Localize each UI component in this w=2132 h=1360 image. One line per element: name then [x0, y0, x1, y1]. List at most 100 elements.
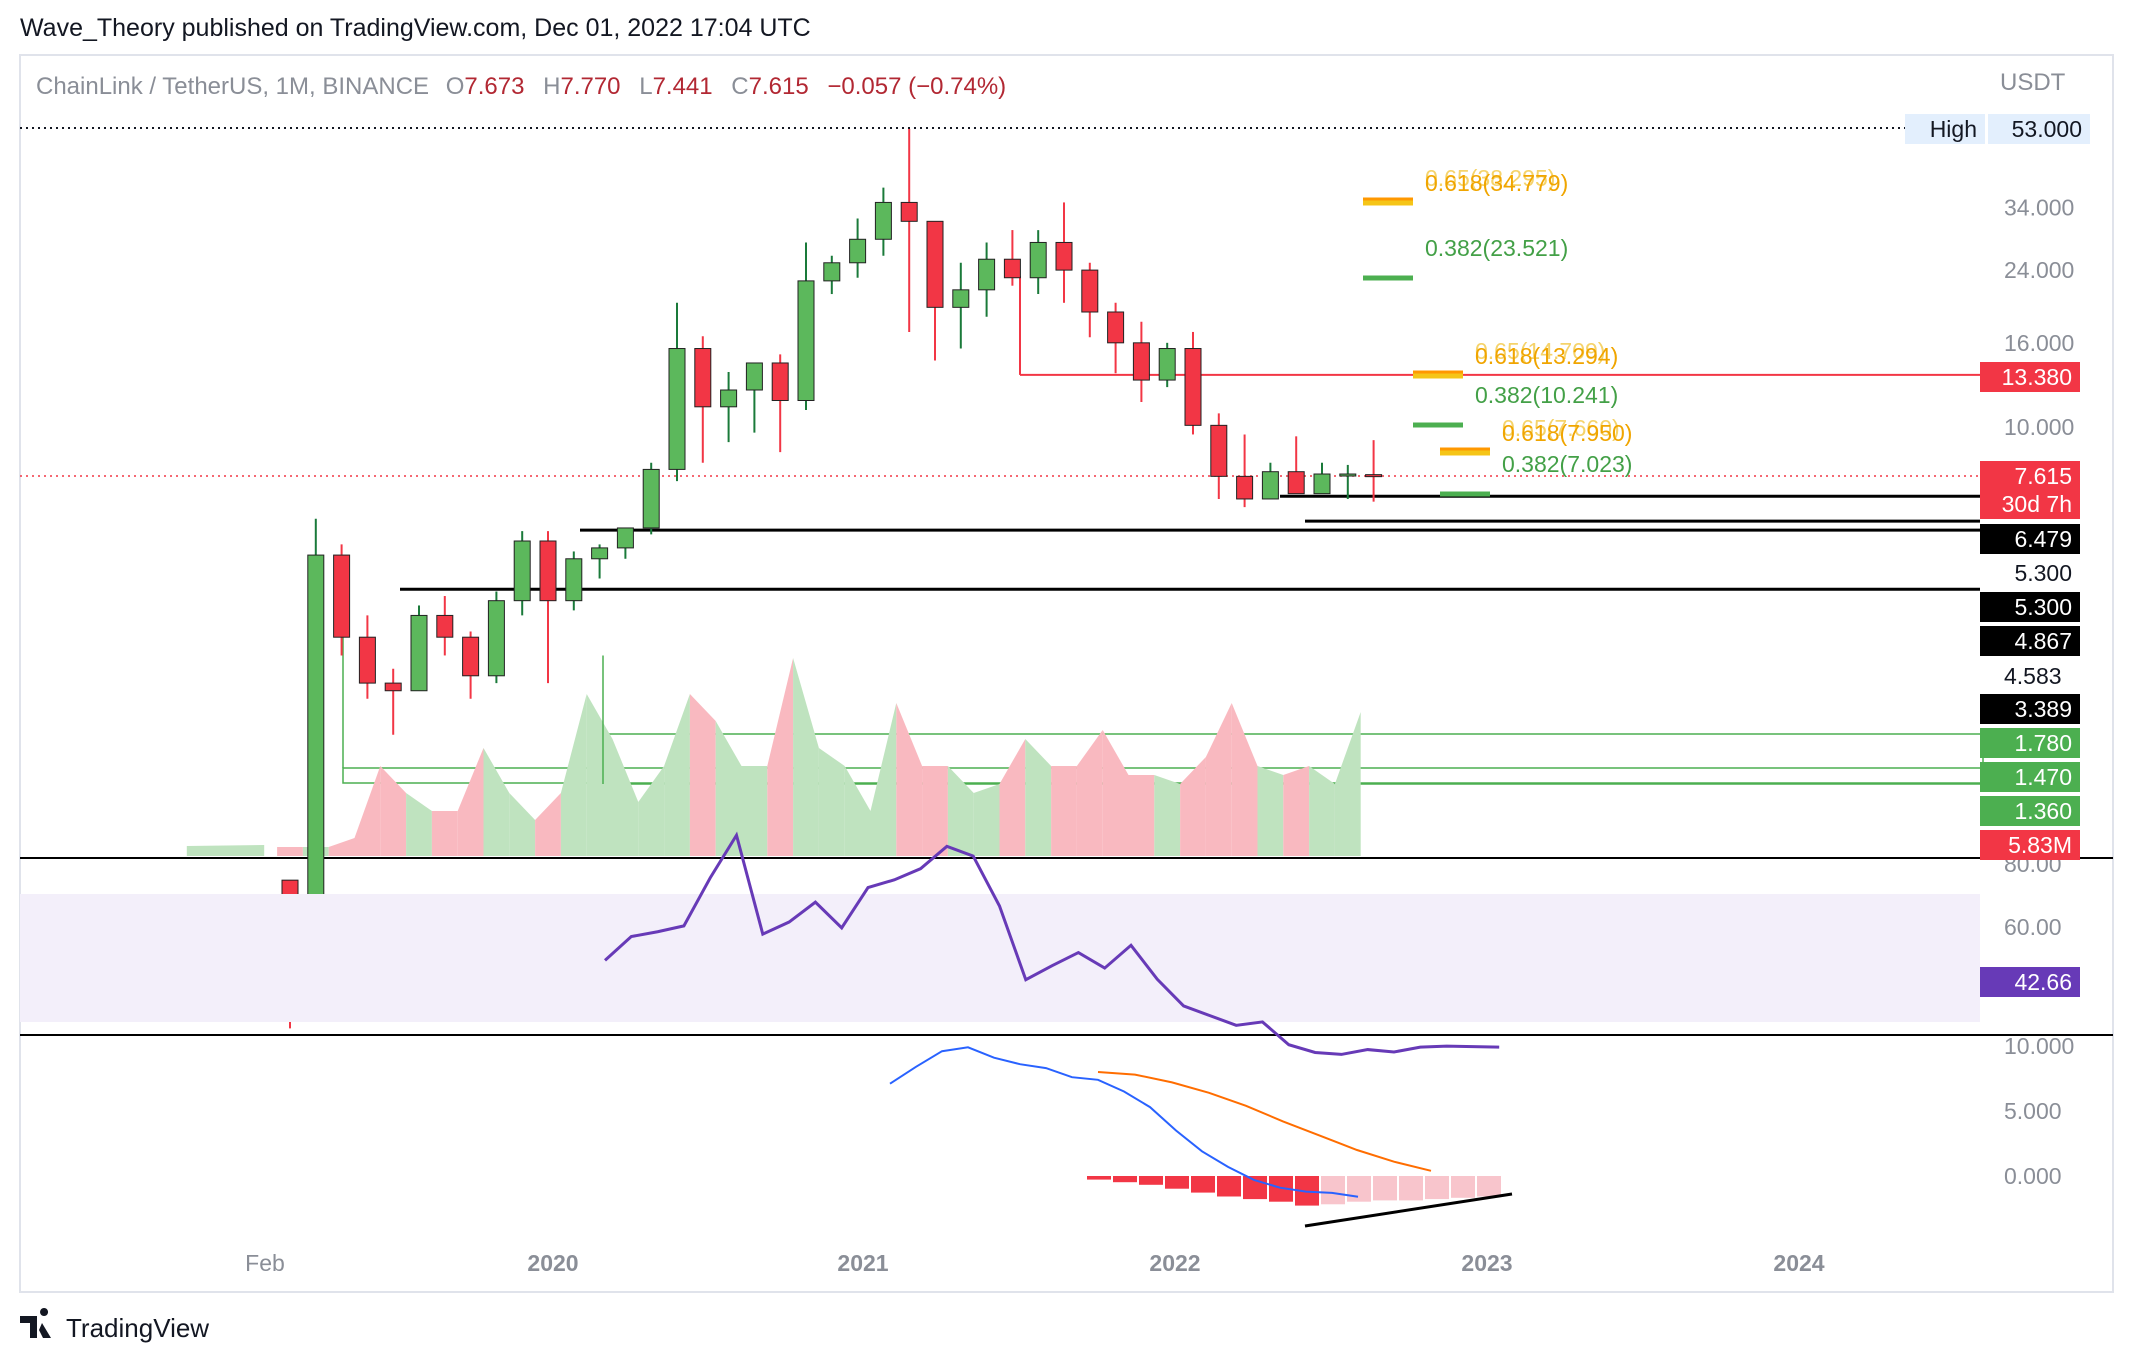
time-tick: 2020: [527, 1250, 578, 1276]
support-resistance-lines[interactable]: [342, 276, 1980, 784]
legend-symbol: ChainLink / TetherUS, 1M, BINANCE: [36, 73, 429, 100]
price-axis-label-text: 1.470: [2014, 764, 2072, 790]
candle: [1365, 440, 1383, 502]
candle-body: [1132, 342, 1150, 381]
legend-high: 7.770: [560, 73, 620, 100]
price-axis-label-text: 13.380: [2002, 364, 2072, 390]
macd-histogram-bar: [1191, 1176, 1215, 1193]
macd-histogram-bar: [1217, 1176, 1241, 1197]
svg-text:ChainLink / TetherUS, 1M, BINA: ChainLink / TetherUS, 1M, BINANCE O7.673…: [36, 73, 1006, 100]
price-axis-label-bg: [1980, 558, 2080, 588]
candle: [926, 220, 944, 361]
price-axis-label-bg: [1988, 114, 2090, 144]
volume-bar: [483, 748, 510, 856]
macd-histogram-bar: [1373, 1176, 1397, 1201]
volume-bar: [896, 703, 923, 856]
candle-body: [1029, 241, 1047, 279]
candle-body: [1261, 471, 1279, 500]
candle: [410, 605, 428, 692]
fib-label: 0.618(34.779): [1425, 170, 1568, 196]
candle-body: [694, 348, 712, 408]
macd-histogram-bar: [1113, 1176, 1137, 1183]
volume-area: [186, 658, 1361, 856]
price-tick: 4.583: [2004, 663, 2062, 689]
volume-bar: [1076, 730, 1103, 856]
candle-body: [1210, 424, 1228, 477]
legend-change: −0.057 (−0.74%): [827, 73, 1006, 100]
price-axis-label-text: 42.66: [2014, 969, 2072, 995]
price-axis-label-bg: [1980, 694, 2080, 724]
candle-body: [616, 527, 634, 549]
fibonacci-levels[interactable]: 0.65(38.295)0.618(34.779) 0.382(23.521) 0.…: [1363, 165, 1632, 497]
volume-bar: [560, 694, 587, 856]
price-pane[interactable]: [20, 127, 2113, 1036]
price-axis-label: 1.470: [1980, 762, 2080, 792]
price-axis-label-text: 30d 7h: [2002, 491, 2072, 517]
fib-label: 0.382(7.023): [1502, 451, 1632, 477]
price-axis-label-text: 5.300: [2014, 560, 2072, 586]
candle: [1313, 462, 1331, 495]
macd-tick: 10.000: [2004, 1033, 2074, 1059]
candle-body: [333, 554, 351, 638]
volume-bar: [1283, 766, 1310, 856]
macd-histogram-bar: [1087, 1176, 1111, 1180]
candle: [849, 218, 867, 278]
price-axis-label: 13.380: [1980, 362, 2080, 392]
candle-body: [513, 540, 531, 602]
price-axis-label: 42.66: [1980, 967, 2080, 997]
signal-line: [1097, 1071, 1432, 1172]
volume-bar: [328, 838, 355, 856]
volume-bar: [509, 793, 536, 856]
time-tick: 2023: [1461, 1250, 1512, 1276]
price-axis-label-bg: [1980, 762, 2080, 792]
price-axis-label: 30d 7h: [1980, 489, 2080, 519]
candle: [900, 129, 918, 332]
rsi-tick: 60.00: [2004, 914, 2062, 940]
volume-bar: [715, 721, 742, 856]
price-axis-label-bg: [1980, 830, 2080, 860]
time-tick: 2022: [1149, 1250, 1200, 1276]
macd-pane[interactable]: 10.000 5.000 0.000: [889, 1033, 2074, 1228]
volume-bar: [535, 793, 561, 856]
candle: [565, 551, 583, 611]
candle-body: [849, 238, 867, 264]
candle-body: [436, 614, 454, 638]
candle: [771, 354, 789, 453]
time-axis[interactable]: Feb 2020 2021 2022 2023 2024: [245, 1250, 1825, 1276]
price-axis-label: 4.867: [1980, 626, 2080, 656]
candle: [874, 187, 892, 256]
candle-body: [487, 600, 505, 677]
candle: [1339, 464, 1357, 499]
candle: [1107, 302, 1125, 374]
fib-ghost-label: 0.65(7.660): [1502, 415, 1620, 441]
volume-bar: [947, 766, 974, 856]
volume-bar: [870, 703, 897, 856]
macd-line: [889, 1046, 1359, 1198]
volume-bar: [1257, 766, 1284, 856]
legend-open: 7.673: [464, 73, 524, 100]
price-axis-label-bg: [1980, 489, 2080, 519]
legend-o-label: O: [446, 73, 465, 100]
price-axis-label-text: 7.615: [2014, 463, 2072, 489]
fib-ghost-label: 0.65(38.295): [1425, 165, 1555, 191]
price-axis-label-text: 53.000: [2012, 116, 2082, 142]
candle-body: [745, 362, 763, 391]
tradingview-logo[interactable]: TradingView: [20, 1308, 209, 1343]
candle-body: [952, 289, 970, 308]
fib-ghost-label: 0.65(14.709): [1475, 338, 1605, 364]
volume-bar: [664, 694, 690, 856]
price-axis-label: 53.000: [1988, 114, 2090, 144]
macd-histogram-bar: [1451, 1176, 1475, 1198]
volume-bar: [1102, 730, 1129, 856]
candle-body: [900, 201, 918, 222]
price-axis-label-bg: [1980, 592, 2080, 622]
price-axis-label-bg: [1980, 626, 2080, 656]
candle-body: [1339, 473, 1357, 477]
candle-body: [874, 201, 892, 240]
volume-bar: [767, 658, 794, 856]
price-tick: 24.000: [2004, 257, 2074, 283]
candle: [720, 371, 738, 443]
price-axis[interactable]: 34.000 24.000 16.000 10.000 5.300 4.583 High 53…: [1905, 114, 2090, 997]
